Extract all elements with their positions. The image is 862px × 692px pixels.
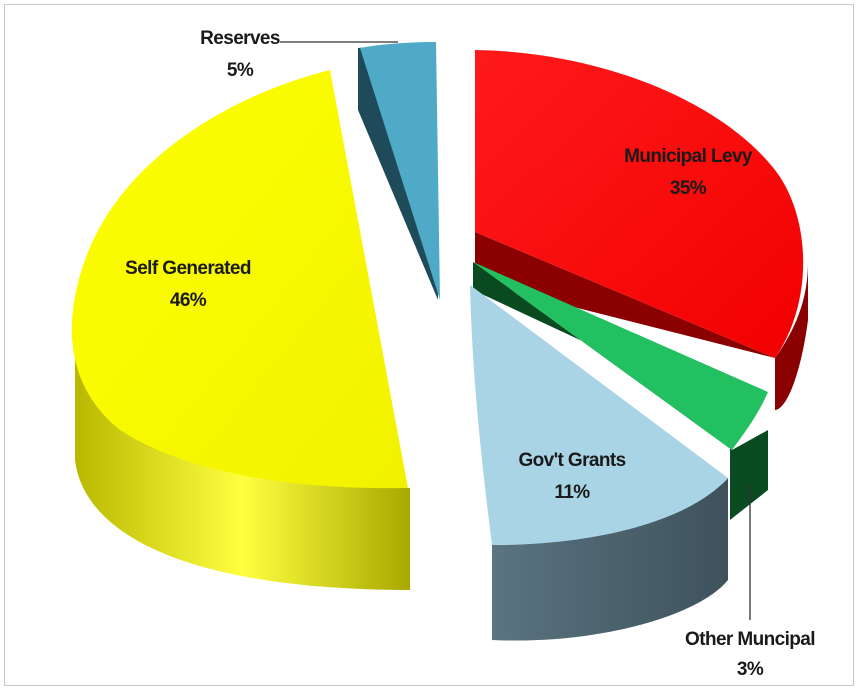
slice-municipal-levy bbox=[475, 50, 804, 358]
data-label-gov-t-grants: Gov't Grants bbox=[518, 450, 625, 471]
slice-side-self-generated bbox=[75, 340, 410, 590]
data-value-reserves: 5% bbox=[227, 60, 254, 81]
slice-reserves bbox=[360, 42, 440, 300]
data-value-municipal-levy: 35% bbox=[670, 178, 707, 199]
slice-self-generated bbox=[71, 70, 409, 489]
data-label-other-muncipal: Other Muncipal bbox=[685, 629, 815, 650]
slice-side-municipal-levy bbox=[475, 232, 808, 410]
slice-side-other-muncipal bbox=[473, 262, 768, 520]
slice-gov-t-grants bbox=[470, 285, 728, 545]
data-label-self-generated: Self Generated bbox=[125, 258, 251, 279]
data-label-municipal-levy: Municipal Levy bbox=[624, 146, 753, 167]
data-label-reserves: Reserves bbox=[200, 28, 280, 49]
data-value-self-generated: 46% bbox=[170, 290, 207, 311]
chart-frame bbox=[4, 4, 854, 686]
slice-side-gov-t-grants bbox=[492, 478, 728, 641]
data-value-gov-t-grants: 11% bbox=[554, 482, 590, 503]
slice-other-muncipal bbox=[473, 262, 768, 450]
data-value-other-muncipal: 3% bbox=[737, 659, 764, 680]
